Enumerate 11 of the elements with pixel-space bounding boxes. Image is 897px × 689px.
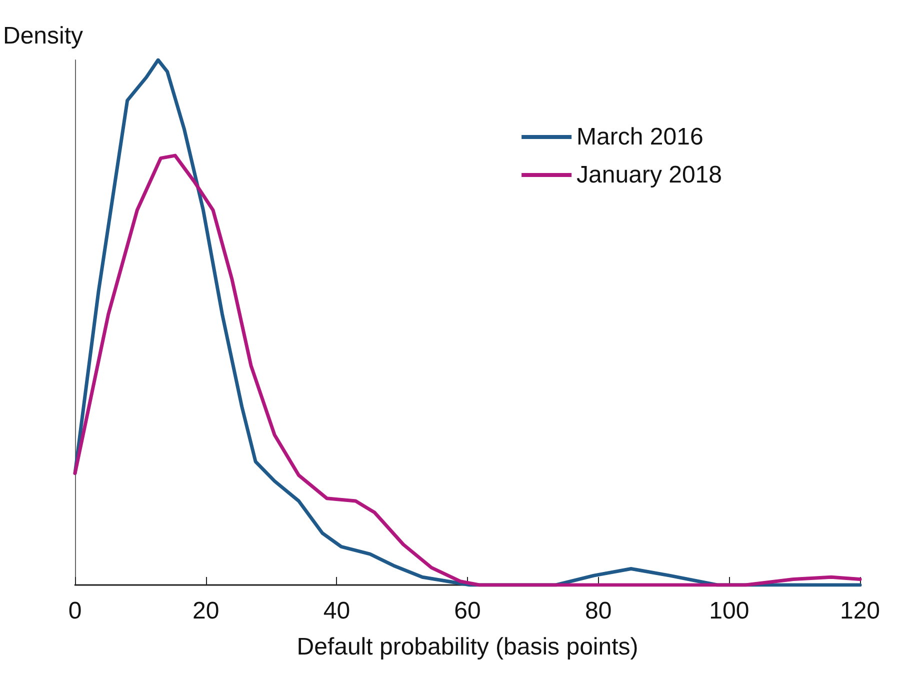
legend-label: January 2018 [576, 162, 722, 188]
y-axis-title: Density [2, 22, 84, 50]
x-axis-title: Default probability (basis points) [296, 634, 638, 660]
x-tick-label: 100 [709, 598, 750, 624]
x-tick-label: 80 [584, 598, 612, 624]
legend-label: March 2016 [576, 124, 704, 150]
x-tick-label: 0 [68, 598, 82, 624]
x-tick-label: 40 [323, 598, 350, 624]
x-tick-label: 60 [454, 598, 481, 624]
x-tick-label: 120 [840, 598, 880, 624]
x-tick-label: 20 [192, 598, 220, 624]
